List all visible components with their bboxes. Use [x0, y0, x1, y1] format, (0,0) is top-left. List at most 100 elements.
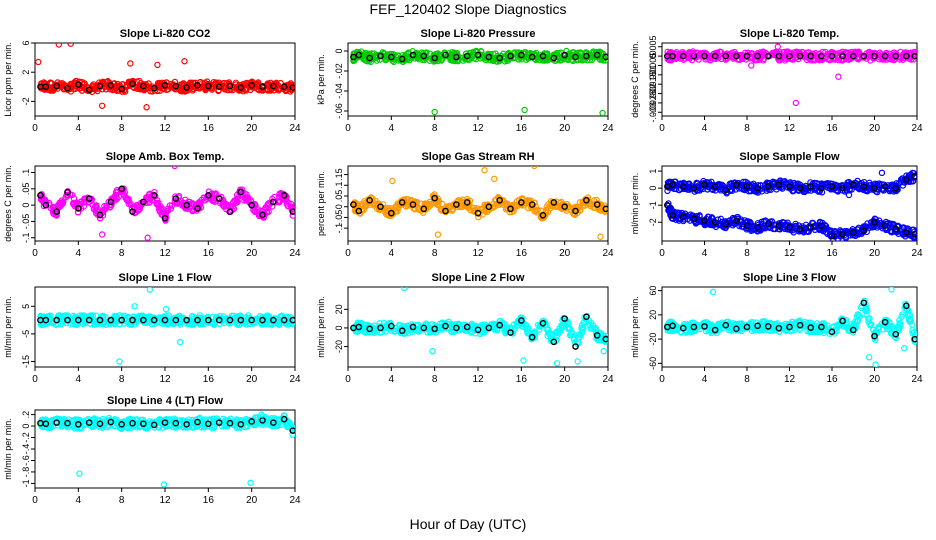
x-tick-label: 12: [784, 374, 796, 385]
series-point: [270, 82, 277, 90]
outlier-point: [491, 175, 498, 183]
y-tick-label: 0: [334, 204, 344, 209]
series-point: [183, 201, 190, 209]
scatter-point: [572, 203, 580, 211]
scatter-point: [726, 180, 733, 188]
y-tick-label: 0: [648, 186, 658, 191]
scatter-point: [789, 187, 796, 194]
y-tick-label: -.4: [21, 444, 31, 455]
series-point: [85, 316, 93, 324]
x-tick-label: 4: [702, 374, 708, 385]
scatter-point: [672, 216, 680, 223]
panel-title: Slope Line 1 Flow: [119, 272, 212, 284]
scatter-point: [475, 213, 482, 221]
series-point: [796, 184, 804, 192]
scatter-point: [725, 220, 733, 228]
series-point: [572, 207, 579, 215]
series-point: [215, 195, 223, 202]
series-point: [871, 332, 878, 340]
series-point: [911, 172, 917, 180]
scatter-point: [910, 56, 917, 63]
scatter-point: [854, 318, 861, 325]
scatter-point: [60, 81, 68, 88]
scatter-point: [359, 202, 366, 210]
scatter-point: [528, 330, 536, 338]
x-tick-label: 20: [246, 374, 258, 385]
series-point: [205, 192, 212, 199]
x-tick-label: 4: [389, 248, 395, 259]
x-tick-label: 24: [602, 374, 614, 385]
series-point: [150, 84, 158, 92]
series-point: [828, 183, 836, 190]
scatter-point: [189, 207, 196, 215]
y-tick-label: -.05: [21, 214, 31, 230]
y-tick-label: .05: [334, 190, 344, 203]
scatter-point: [243, 321, 250, 328]
series-point: [733, 325, 740, 333]
y-tick-label: -.002: [648, 83, 658, 104]
scatter-point: [860, 178, 868, 186]
series-point: [64, 316, 71, 324]
y-axis-label: ml/min per min.: [3, 296, 13, 358]
series-point: [431, 54, 438, 62]
scatter-point: [434, 195, 442, 202]
series-point: [733, 181, 740, 189]
y-axis-label: Licor ppm per min.: [3, 42, 13, 117]
y-axis-label: ml/min per min.: [3, 418, 13, 480]
scatter-point: [492, 196, 500, 204]
series-point: [366, 196, 373, 204]
scatter-point: [822, 48, 829, 56]
scatter-point: [882, 49, 890, 57]
series-point: [593, 332, 601, 339]
data-points: [664, 43, 917, 107]
scatter-point: [818, 189, 826, 196]
panel-title: Slope Line 4 (LT) Flow: [107, 395, 223, 407]
y-axis-label: kPa per min.: [316, 54, 326, 105]
series-point: [871, 218, 878, 226]
series-point: [280, 316, 288, 324]
series-point: [409, 51, 417, 59]
x-tick-label: 16: [826, 123, 838, 134]
scatter-point: [230, 312, 237, 320]
scatter-point: [576, 199, 584, 206]
x-tick-label: 0: [32, 374, 38, 385]
scatter-point: [701, 319, 709, 326]
scatter-point: [276, 199, 283, 206]
scatter-point: [744, 49, 752, 57]
outlier-point: [597, 233, 604, 240]
scatter-point: [433, 198, 440, 205]
series-point: [807, 183, 815, 190]
series-point: [860, 183, 868, 190]
series-point: [420, 52, 428, 60]
y-tick-label: .0005: [648, 35, 658, 58]
x-tick-label: 12: [472, 248, 484, 259]
scatter-point: [151, 188, 158, 196]
series-point: [388, 322, 395, 330]
series-point: [226, 316, 234, 324]
series-point: [839, 230, 846, 238]
outlier-point: [429, 347, 436, 355]
series-point: [892, 330, 900, 338]
series-point: [669, 212, 676, 219]
scatter-point: [855, 49, 863, 57]
scatter-point: [680, 217, 687, 225]
x-tick-label: 4: [702, 248, 708, 259]
series-point: [528, 53, 536, 61]
series-point: [602, 205, 608, 213]
series-point: [355, 51, 363, 59]
series-point: [669, 52, 676, 60]
series-point: [463, 199, 471, 206]
series-point: [350, 53, 357, 61]
y-tick-label: -15: [21, 355, 31, 368]
x-tick-label: 0: [345, 248, 351, 259]
scatter-point: [479, 51, 486, 59]
scatter-point: [475, 50, 483, 58]
scatter-point: [896, 179, 903, 187]
scatter-point: [221, 319, 228, 327]
scatter-point: [810, 328, 818, 336]
series-point: [550, 54, 558, 62]
x-tick-label: 4: [389, 123, 395, 134]
y-tick-label: -.6: [21, 455, 31, 466]
scatter-point: [866, 320, 873, 327]
